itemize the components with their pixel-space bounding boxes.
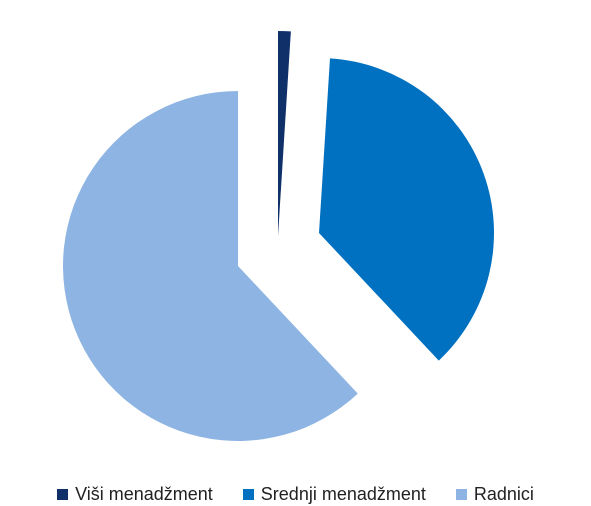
legend-item-srednji-menadzment: Srednji menadžment [242, 483, 426, 505]
legend-label-radnici: Radnici [473, 483, 534, 504]
legend-label-visi-menadzment: Viši menadžment [75, 483, 213, 504]
legend-item-visi-menadzment: Viši menadžment [57, 484, 213, 505]
legend-swatch-srednji-menadzment [242, 488, 254, 500]
chart-legend: Viši menadžment Srednji menadžment Radni… [0, 481, 591, 506]
legend-swatch-visi-menadzment [57, 488, 69, 500]
pie-slices [63, 30, 494, 441]
pie-slice-srednji-menadzment [319, 58, 494, 361]
legend-label-srednji-menadzment: Srednji menadžment [260, 483, 426, 504]
legend-item-radnici: Radnici [455, 483, 534, 505]
pie-slice-visi-menadzment [278, 30, 291, 237]
pie-slice-radnici [63, 91, 358, 441]
pie-chart [63, 30, 494, 441]
legend-swatch-radnici [455, 488, 467, 500]
